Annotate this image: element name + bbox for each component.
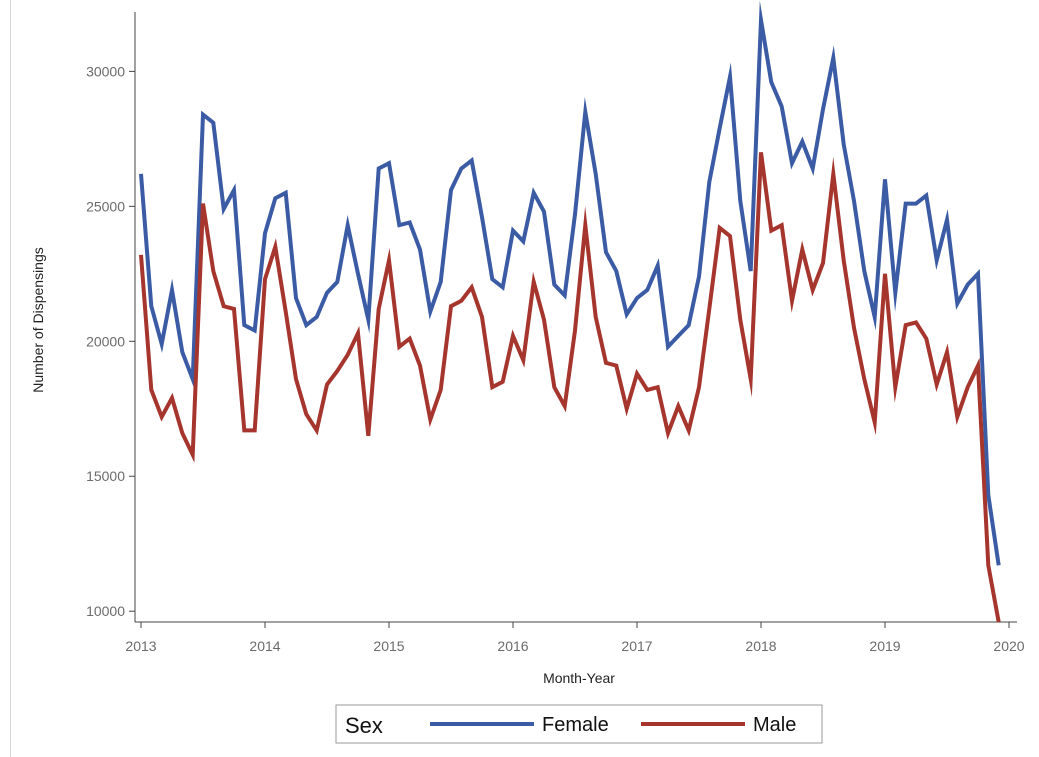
y-tick-label: 25000: [86, 198, 125, 214]
x-tick-label: 2020: [993, 638, 1024, 654]
legend-label-female: Female: [542, 714, 609, 736]
x-tick-label: 2019: [869, 638, 900, 654]
y-tick-label: 15000: [86, 468, 125, 484]
left-border-line: [10, 0, 11, 757]
series-line-female: [139, 0, 1001, 566]
x-tick-label: 2014: [249, 638, 280, 654]
series-layer: [139, 0, 1001, 623]
y-axis-title: Number of Dispensings: [30, 247, 46, 393]
series-line-male: [139, 152, 1001, 623]
x-tick-label: 2017: [621, 638, 652, 654]
y-tick-label: 20000: [86, 333, 125, 349]
x-tick-label: 2015: [373, 638, 404, 654]
y-tick-label: 30000: [86, 63, 125, 79]
legend-title: Sex: [345, 713, 383, 738]
legend: Sex Female Male: [335, 704, 823, 744]
axes: 10000 15000 20000 25000 30000 2013 2014 2015 201…: [86, 12, 1025, 654]
x-tick-label: 2016: [497, 638, 528, 654]
legend-label-male: Male: [753, 714, 796, 736]
y-tick-label: 10000: [86, 603, 125, 619]
x-tick-label: 2018: [745, 638, 776, 654]
x-tick-label: 2013: [125, 638, 156, 654]
x-axis-title: Month-Year: [543, 670, 615, 686]
